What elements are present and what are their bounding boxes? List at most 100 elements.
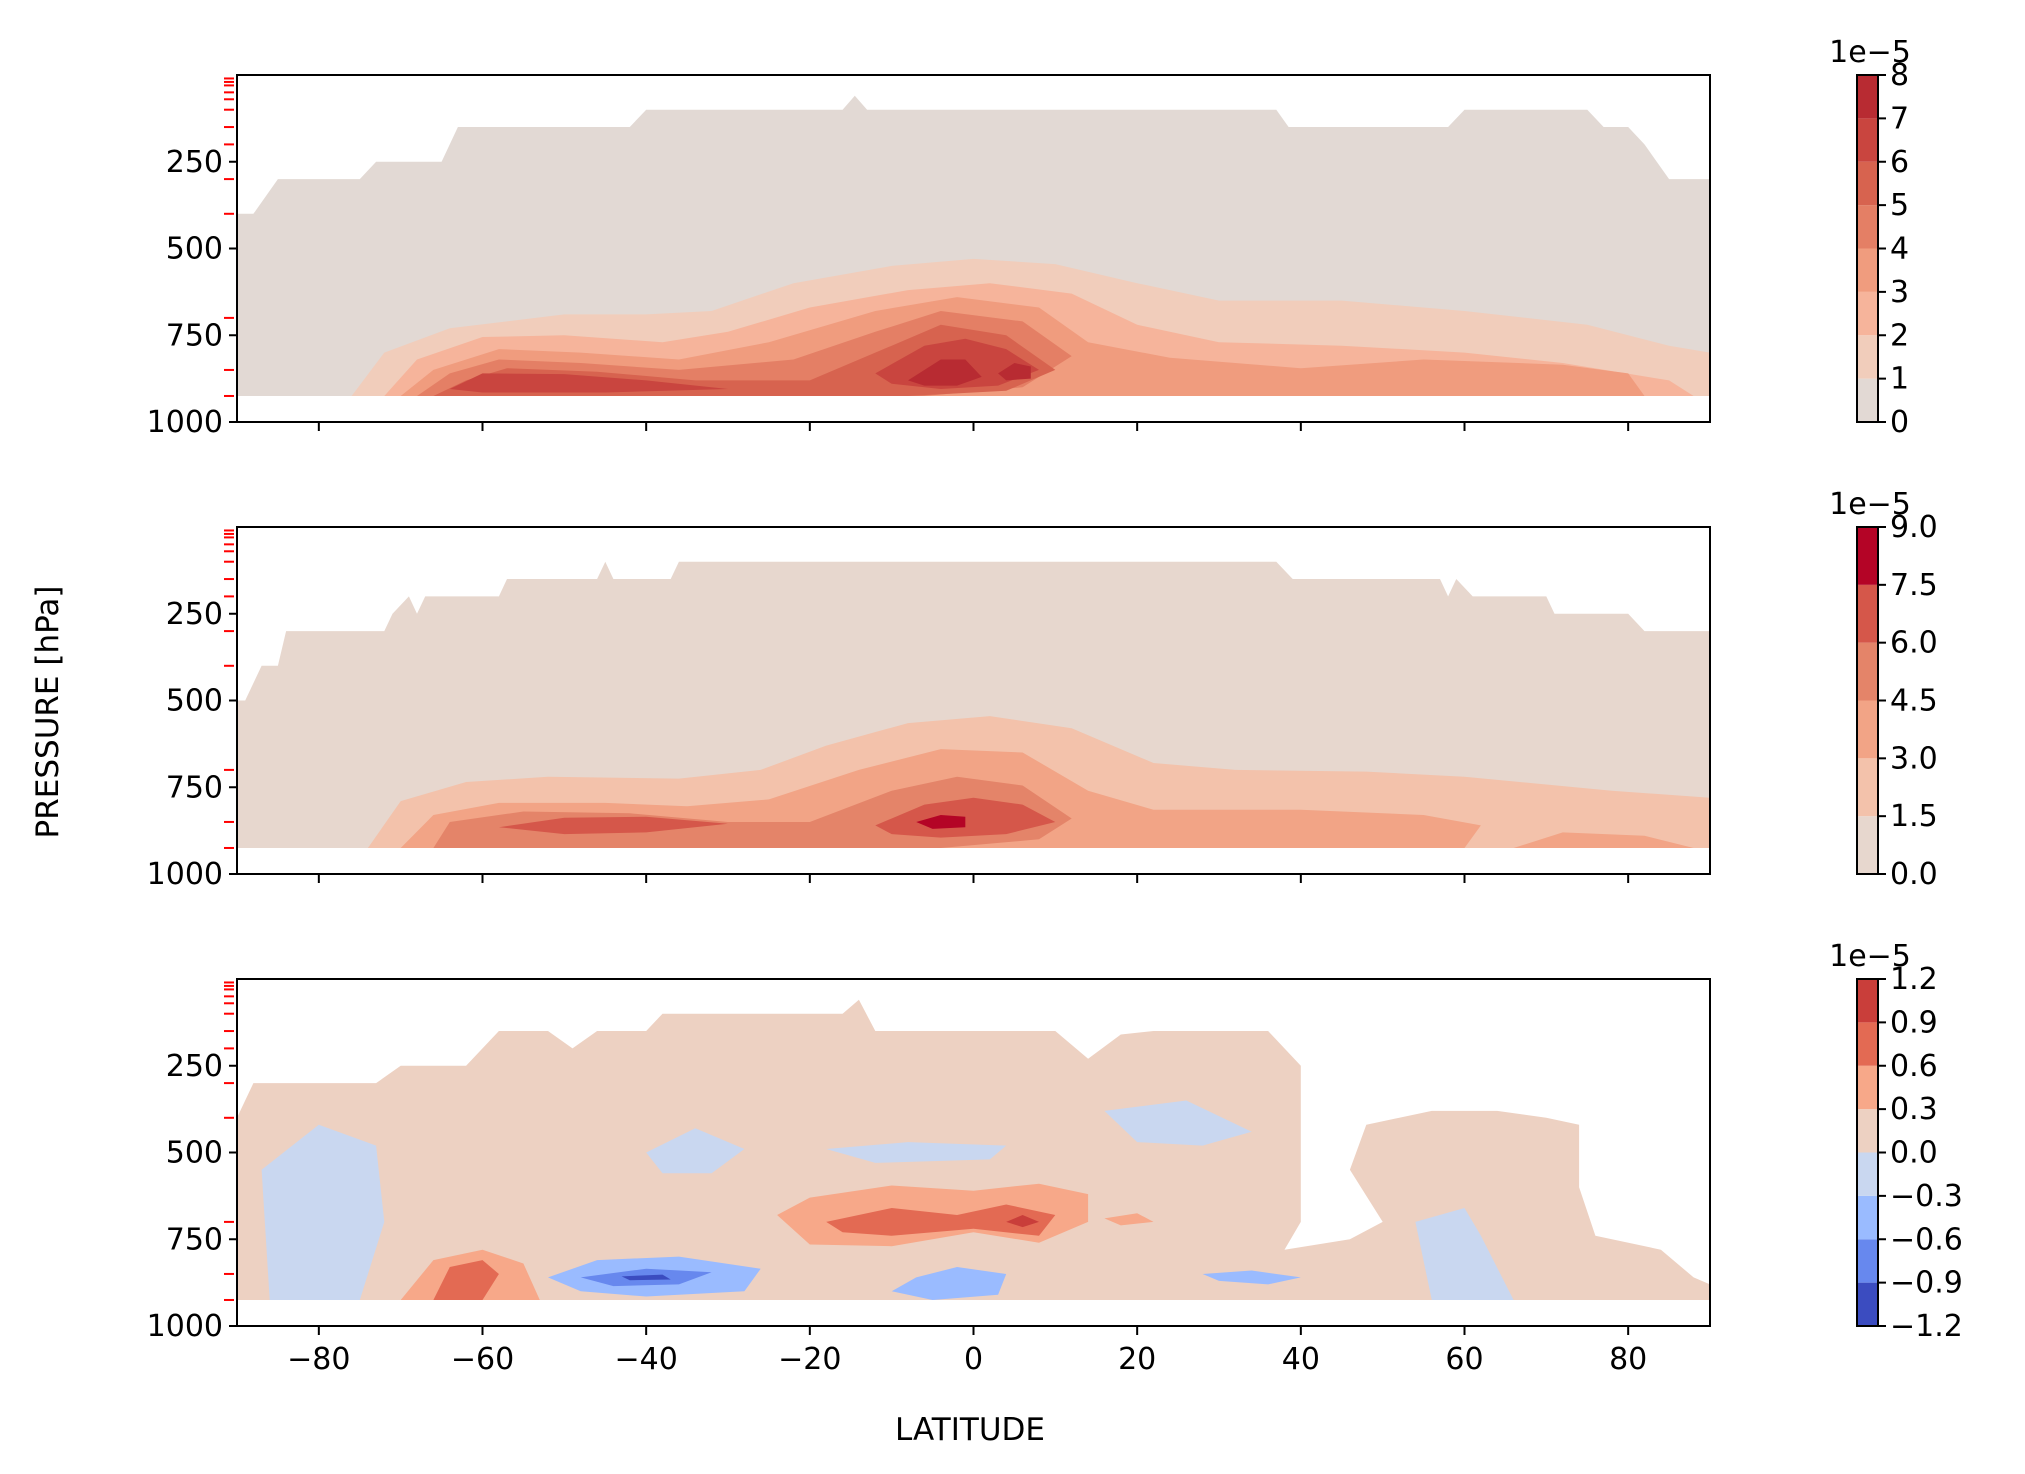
colorbar-swatch: [1857, 1109, 1878, 1153]
y-axis-label: PRESSURE [hPa]: [30, 586, 66, 839]
y-tick-label: 250: [166, 597, 223, 632]
colorbar-tick-label: 0.3: [1890, 1092, 1938, 1127]
contour-region: [998, 363, 1031, 381]
x-tick-label: 40: [1282, 1342, 1320, 1377]
contour-region: [908, 359, 982, 386]
panel-1: 250 500 750 1000 0 1 2 3 4 5 6 7 81e−5: [147, 35, 1911, 440]
colorbar-tick-label: 7: [1890, 101, 1909, 136]
contour-region: [1202, 1270, 1301, 1285]
colorbar-swatch: [1857, 1282, 1878, 1326]
contour-region: [1006, 1215, 1039, 1228]
x-tick-label: −20: [778, 1342, 841, 1377]
colorbar-tick-label: −0.6: [1890, 1222, 1963, 1257]
colorbar-swatch: [1857, 118, 1878, 162]
colorbar-tick-label: −0.9: [1890, 1266, 1963, 1301]
contour-fills: [237, 999, 1710, 1300]
colorbar-swatch: [1857, 291, 1878, 336]
colorbar-tick-label: 3.0: [1890, 741, 1938, 776]
colorbar-swatch: [1857, 642, 1878, 701]
x-tick-label: 60: [1445, 1342, 1483, 1377]
y-tick-label: 1000: [147, 1309, 223, 1344]
colorbar-swatch: [1857, 1022, 1878, 1066]
y-tick-label: 1000: [147, 857, 223, 892]
x-tick-label: 0: [964, 1342, 983, 1377]
colorbar-tick-label: 0.6: [1890, 1049, 1938, 1084]
y-tick-label: 500: [166, 232, 223, 267]
colorbar-tick-label: 5: [1890, 188, 1909, 223]
colorbar-tick-label: 0.9: [1890, 1005, 1938, 1040]
contour-region: [646, 1128, 745, 1174]
colorbar-swatch: [1857, 1152, 1878, 1196]
y-tick-label: 500: [166, 1136, 223, 1171]
colorbar-swatch: [1857, 979, 1878, 1023]
contour-region: [449, 373, 728, 393]
contour-region: [1513, 832, 1694, 848]
colorbar-tick-label: 0: [1890, 405, 1909, 440]
colorbar-scale-label: 1e−5: [1829, 939, 1911, 974]
contour-region: [1104, 1213, 1154, 1226]
contour-fills: [237, 95, 1710, 396]
colorbar-tick-label: 0.0: [1890, 857, 1938, 892]
colorbar-tick-label: 1.2: [1890, 962, 1938, 997]
y-tick-label: 250: [166, 145, 223, 180]
colorbar-scale-label: 1e−5: [1829, 35, 1911, 70]
contour-region: [916, 815, 966, 829]
x-tick-label: −60: [451, 1342, 514, 1377]
y-tick-label: 750: [166, 1222, 223, 1257]
colorbar-tick-label: 6: [1890, 145, 1909, 180]
colorbar-swatch: [1857, 335, 1878, 379]
colorbar-swatch: [1857, 816, 1878, 874]
colorbar-swatch: [1857, 1195, 1878, 1240]
colorbar-tick-label: 1: [1890, 362, 1909, 397]
colorbar-tick-label: −0.3: [1890, 1179, 1963, 1214]
x-tick-label: 20: [1118, 1342, 1156, 1377]
x-tick-label: 80: [1609, 1342, 1647, 1377]
contour-region: [1104, 1100, 1252, 1146]
y-tick-label: 750: [166, 770, 223, 805]
contour-region: [826, 1204, 1056, 1236]
colorbar-swatch: [1857, 527, 1878, 585]
colorbar-swatch: [1857, 378, 1878, 422]
colorbar: −1.2 −0.9 −0.6 −0.3 0.0 0.3 0.6 0.9 1.21e−5: [1829, 939, 1963, 1344]
colorbar-tick-label: 7.5: [1890, 568, 1938, 603]
y-tick-label: 1000: [147, 405, 223, 440]
x-axis-label: LATITUDE: [895, 1412, 1045, 1448]
colorbar-tick-label: 0.0: [1890, 1136, 1938, 1171]
colorbar-scale-label: 1e−5: [1829, 487, 1911, 522]
colorbar-tick-label: −1.2: [1890, 1309, 1963, 1344]
colorbar-swatch: [1857, 1239, 1878, 1283]
colorbar-swatch: [1857, 161, 1878, 206]
y-tick-label: 750: [166, 318, 223, 353]
contour-region: [621, 1274, 671, 1281]
contour-region: [261, 1124, 385, 1300]
contour-region: [891, 1267, 1007, 1300]
colorbar-tick-label: 6.0: [1890, 626, 1938, 661]
contour-fills: [237, 561, 1710, 848]
x-tick-label: −80: [287, 1342, 350, 1377]
panel-2: 250 500 750 1000 0.0 1.5 3.0 4.5 6.0 7.5 9.01e−5: [147, 487, 1938, 892]
colorbar-swatch: [1857, 205, 1878, 249]
colorbar: 0 1 2 3 4 5 6 7 81e−5: [1829, 35, 1911, 440]
colorbar-swatch: [1857, 700, 1878, 759]
colorbar-tick-label: 9.0: [1890, 510, 1938, 545]
contour-region: [875, 797, 1056, 838]
colorbar-swatch: [1857, 1065, 1878, 1110]
colorbar-tick-label: 4: [1890, 232, 1909, 267]
colorbar: 0.0 1.5 3.0 4.5 6.0 7.5 9.01e−5: [1829, 487, 1938, 892]
colorbar-tick-label: 2: [1890, 318, 1909, 353]
colorbar-swatch: [1857, 584, 1878, 643]
x-tick-label: −40: [615, 1342, 678, 1377]
colorbar-tick-label: 4.5: [1890, 684, 1938, 719]
colorbar-swatch: [1857, 248, 1878, 292]
colorbar-tick-label: 8: [1890, 58, 1909, 93]
panel-3: 250 500 750 1000 −80 −60 −40 −20 0 20 40 60 80 −1.2 −0…: [147, 939, 1963, 1377]
contour-region: [1415, 1208, 1514, 1300]
colorbar-swatch: [1857, 758, 1878, 817]
y-tick-label: 500: [166, 684, 223, 719]
contour-region: [498, 816, 728, 835]
y-tick-label: 250: [166, 1049, 223, 1084]
contour-region: [433, 1260, 499, 1300]
colorbar-swatch: [1857, 75, 1878, 119]
